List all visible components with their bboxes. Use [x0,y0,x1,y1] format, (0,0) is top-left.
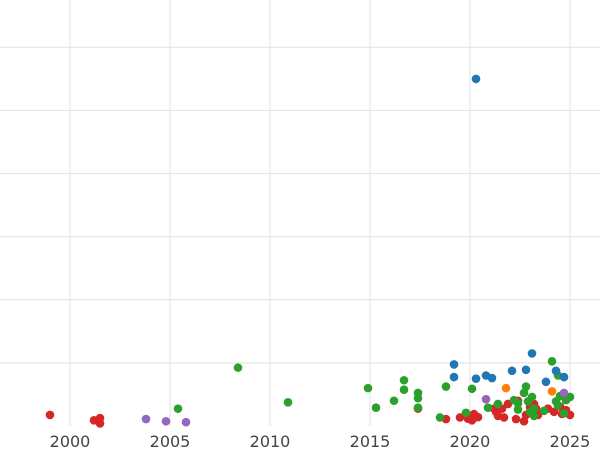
data-point [283,398,293,407]
data-point [399,385,409,395]
data-point [525,407,535,417]
data-point [449,360,459,369]
data-point [487,373,497,383]
chart-points [45,74,575,428]
data-point [461,408,471,418]
data-point [547,357,557,366]
data-point [553,401,563,410]
x-axis-ticks: 2000 2005 2010 2015 2020 2025 [50,432,591,450]
data-point [493,399,503,409]
data-point [559,388,569,398]
data-point [413,403,423,412]
data-point [539,406,549,416]
data-point [455,413,465,422]
data-point [521,382,531,391]
chart-grid [0,0,600,426]
data-point [513,405,523,414]
data-point [449,372,459,382]
data-point [173,404,183,413]
x-tick-label: 2000 [50,432,91,450]
data-point [559,409,569,418]
x-tick-label: 2015 [350,432,391,450]
x-tick-label: 2010 [250,432,291,450]
data-point [549,407,559,417]
data-point [565,392,575,402]
data-point [483,403,493,412]
data-point [441,382,451,391]
data-point [435,413,445,422]
data-point [399,375,409,385]
data-point [513,398,523,408]
data-point [547,386,557,396]
data-point [471,74,481,84]
data-point [389,396,399,406]
data-point [181,417,191,427]
data-point [471,374,481,383]
data-point [481,394,491,404]
data-point [521,365,531,375]
data-point [45,410,55,420]
data-point [371,403,381,412]
data-point [473,412,483,422]
data-point [527,392,537,402]
data-point [541,377,551,387]
data-point [467,384,477,394]
x-tick-label: 2025 [550,432,591,450]
x-tick-label: 2020 [450,432,491,450]
data-point [363,383,373,393]
data-point [161,416,171,426]
data-point [507,366,517,376]
x-tick-label: 2005 [150,432,191,450]
data-point [499,413,509,422]
data-point [501,383,511,393]
data-point [413,393,423,403]
data-point [511,414,521,424]
data-point [551,366,561,376]
data-point [233,363,243,372]
data-point [559,372,569,382]
data-point [141,414,151,424]
data-point [95,413,105,423]
data-point [527,349,537,358]
